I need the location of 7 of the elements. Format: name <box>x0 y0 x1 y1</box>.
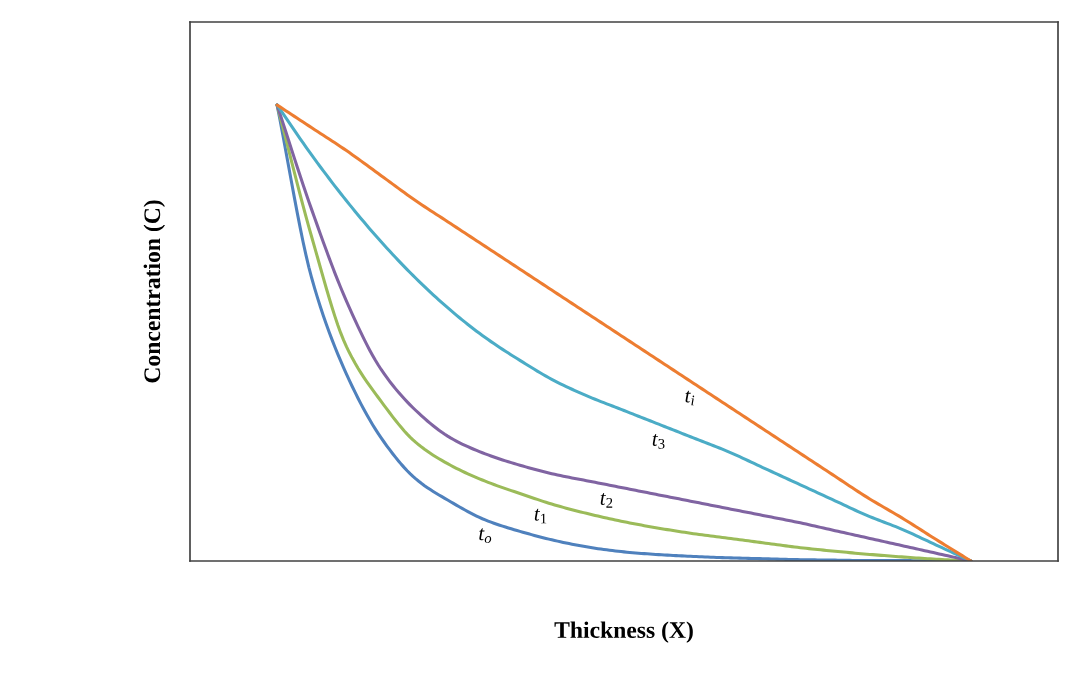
series-label: t$_{o}$ <box>479 528 492 544</box>
y-axis-title: Concentration (C) <box>143 200 165 383</box>
x-axis-title: Thickness (X) <box>554 621 693 643</box>
series-label: t$_{2}$ <box>600 493 613 508</box>
series-label: t$_{i}$ <box>685 390 695 406</box>
series-label: t$_{3}$ <box>652 434 665 449</box>
series-label: t$_{1}$ <box>534 508 547 524</box>
